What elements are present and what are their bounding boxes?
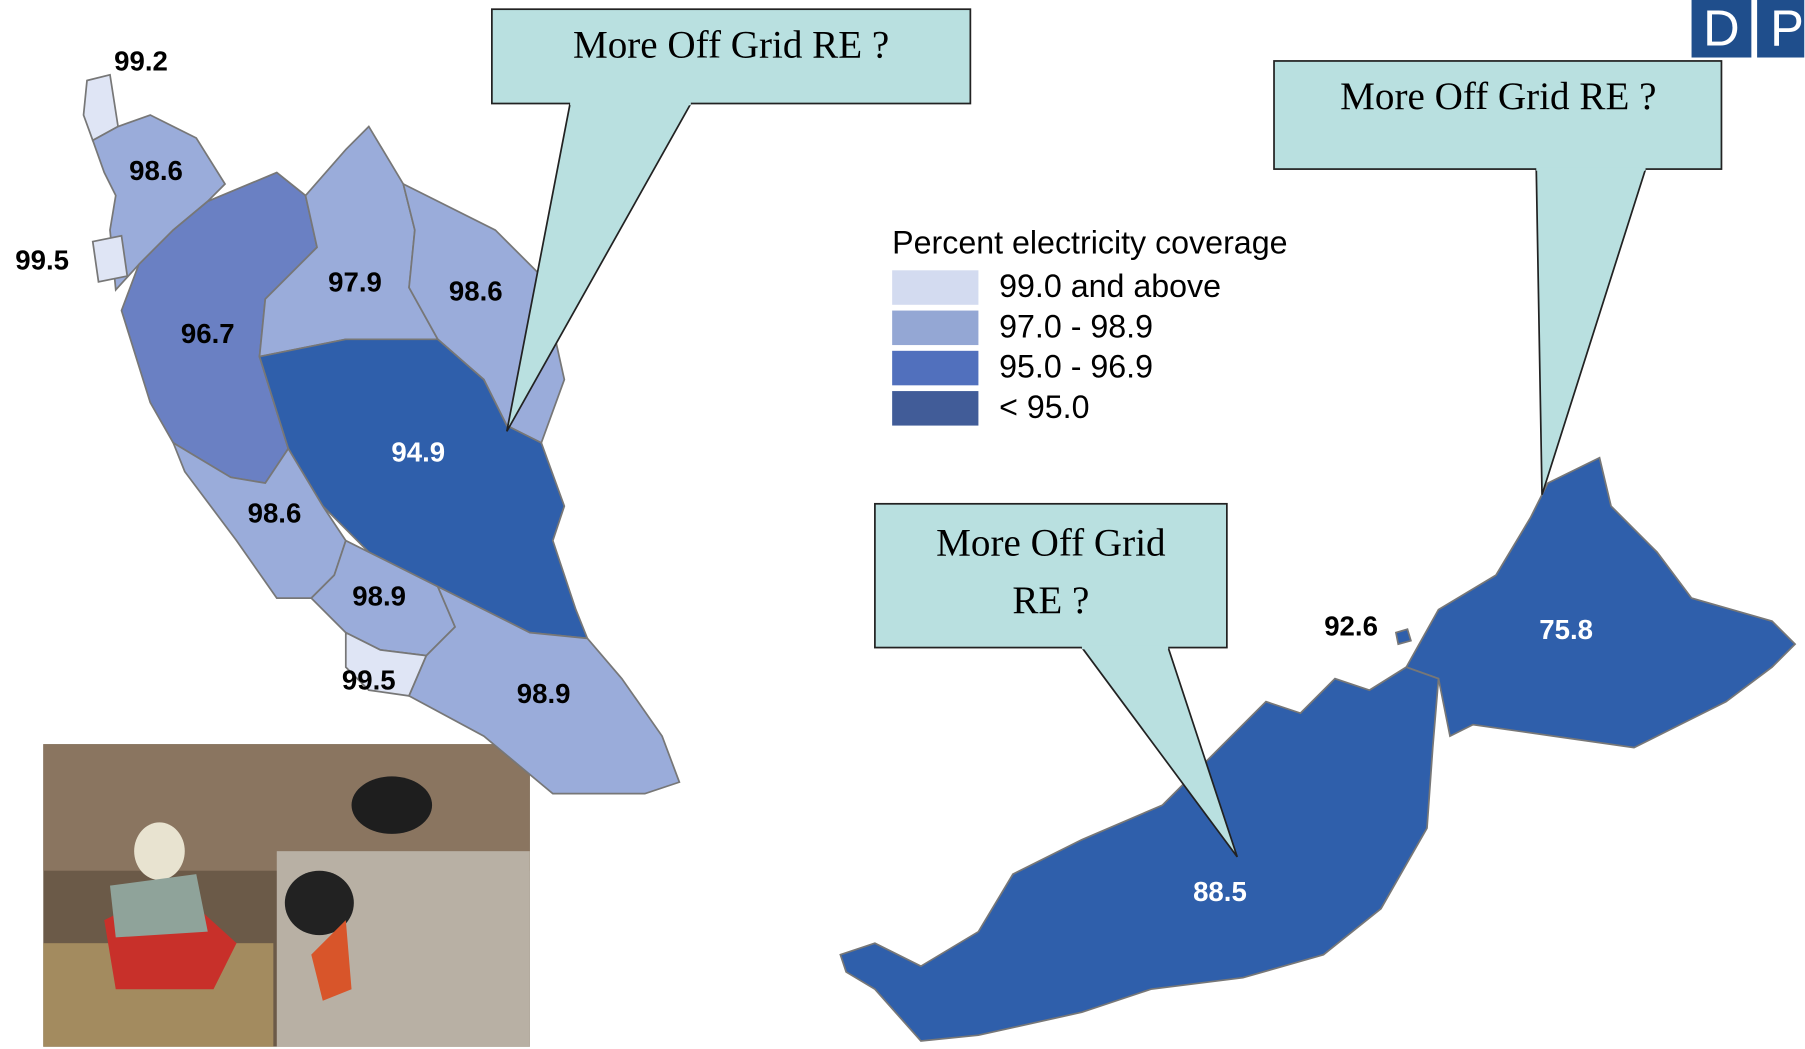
region-value: 99.5 [15, 245, 69, 276]
region-value: 98.6 [449, 276, 503, 307]
map-slide: 99.2 98.6 99.5 96.7 97.9 98.6 94.9 98.6 98.9 99.5… [0, 0, 1805, 1049]
region-value: 94.9 [391, 437, 445, 468]
photo [43, 744, 530, 1047]
legend-swatch [892, 391, 978, 426]
region-value: 92.6 [1324, 610, 1378, 641]
legend-label: 95.0 - 96.9 [999, 349, 1153, 385]
region-value: 98.6 [129, 155, 183, 186]
region-value: 98.6 [248, 498, 302, 529]
region [1396, 629, 1411, 644]
region-value: 99.5 [342, 664, 396, 695]
region-value: 97.9 [328, 266, 382, 297]
logo-letter: P [1770, 0, 1804, 57]
logo-letter: D [1703, 0, 1740, 57]
callout-text: More Off Grid RE ? [573, 23, 889, 66]
region-value: 98.9 [352, 580, 406, 611]
legend-label: < 95.0 [999, 389, 1089, 425]
callout-tail [507, 104, 691, 432]
region-value: 75.8 [1539, 614, 1593, 645]
callout-tail [1536, 169, 1645, 495]
region-value: 98.9 [517, 678, 571, 709]
legend-label: 99.0 and above [999, 268, 1221, 304]
legend-title: Percent electricity coverage [892, 224, 1287, 260]
region-value: 88.5 [1193, 876, 1247, 907]
legend-swatch [892, 351, 978, 386]
region [93, 236, 128, 282]
region [1406, 458, 1795, 748]
page: 99.2 98.6 99.5 96.7 97.9 98.6 94.9 98.6 98.9 99.5… [0, 0, 1805, 1049]
region-value: 99.2 [114, 46, 168, 77]
region-value: 96.7 [181, 318, 235, 349]
callout-text: More Off Grid RE ? [1340, 75, 1656, 118]
legend-swatch [892, 311, 978, 346]
legend-label: 97.0 - 98.9 [999, 308, 1153, 344]
legend-swatch [892, 270, 978, 305]
